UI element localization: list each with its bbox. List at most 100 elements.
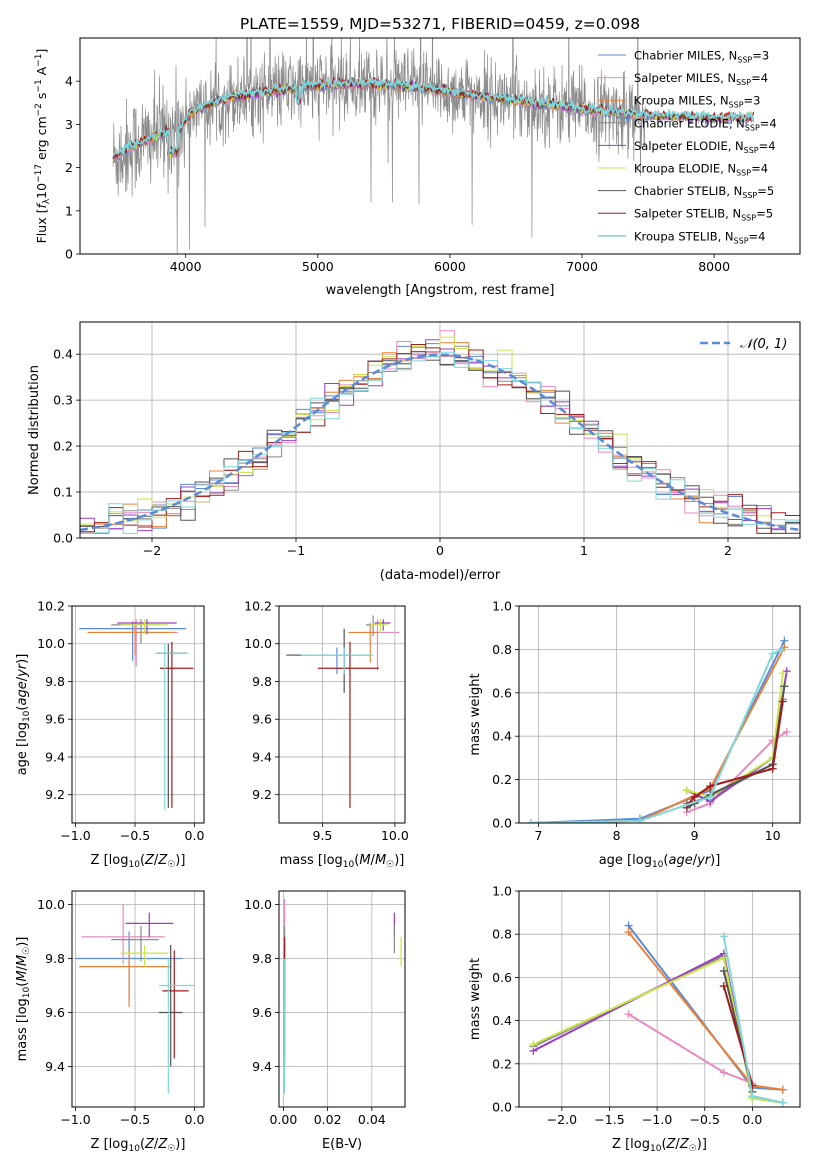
x-tick-label: −1.5 [594,1112,624,1127]
y-tick-label: 0.4 [492,1013,512,1028]
gridlines [279,891,405,1107]
y-axis-label: age [log10(age/yr)] [15,654,32,776]
axes-frame [518,890,801,1108]
errorbar-ChabrierMILES [290,647,366,674]
x-tick-label: 7 [535,828,543,843]
y-tick-label: 0.8 [492,642,512,657]
y-tick-label: 9.6 [252,1005,272,1020]
plot-area [286,615,400,808]
x-tick-label: 4000 [170,259,202,274]
ticks: −1.0 −0.5 0.0 9.2 9.4 9.6 9.8 10.0 10.2 [37,599,204,844]
x-tick-label: 0.02 [314,1112,342,1127]
marker-KroupaELODIE [682,786,691,795]
y-tick-label: 3 [65,117,73,132]
x-tick-label: 9.5 [313,828,333,843]
marker-KroupaSTELIB [768,649,777,658]
marker-SalpeterSTELIB [706,782,715,791]
axes-frame [79,37,801,255]
massweight_vs_Z-axes: −2.0 −1.5 −1.0 −0.5 0.0 0.0 0.2 0.4 0.6 0.8 1.0 Z [… [468,884,801,1154]
marker-KroupaSTELIB [778,645,787,654]
series-line-SalpeterSTELIB [686,701,784,807]
errorbar-ChabrierSTELIB [158,945,183,1067]
marker-KroupaSTELIB [748,1092,757,1101]
marker-KroupaSTELIB [719,932,728,941]
x-tick-label: −1.0 [60,828,90,843]
gridlines [72,605,204,823]
errorbar-SalpeterSTELIB [160,641,194,808]
x-axis-label: wavelength [Angstrom, rest frame] [326,283,555,298]
age_vs_mass-axes: 9.5 10.0 9.2 9.4 9.6 9.8 10.0 10.2 mass [log10(M… [244,599,409,871]
y-tick-label: 0.6 [492,685,512,700]
ticks: 4000 5000 6000 7000 8000 0 1 2 3 4 [65,74,730,274]
series-line-ChabrierMILES [627,924,783,1091]
spectrum-axes: 4000 5000 6000 7000 8000 0 1 2 3 4 wavelength [Ang… [34,37,801,298]
ticks: −2.0 −1.5 −1.0 −0.5 0.0 0.0 0.2 0.4 0.6 0.8 1.0 [492,884,762,1128]
marker-SalpeterSTELIB [768,764,777,773]
spectrum-legend: Chabrier MILES, NSSP=3 Salpeter MILES, NS… [598,49,777,245]
x-tick-label: −0.5 [120,828,150,843]
x-tick-label: −1 [287,543,305,558]
errorbar-SalpeterELODIE [117,619,177,635]
y-tick-label: 0.8 [492,927,512,942]
x-tick-label: 0.0 [742,1112,762,1127]
errorbar-ChabrierELODIE [111,926,159,962]
series-line-ChabrierELODIE [686,699,784,805]
y-tick-label: 0.2 [53,439,73,454]
y-tick-label: 2 [65,160,73,175]
marker-ChabrierSTELIB [780,682,789,691]
legend-label-ChabrierELODIE: Chabrier ELODIE, NSSP=4 [634,116,777,132]
y-tick-label: 0.3 [53,393,73,408]
axes-frame [79,321,801,539]
marker-KroupaELODIE [778,669,787,678]
axes-frame [278,605,406,824]
marker-KroupaMILES [778,1085,787,1094]
x-axis-label: Z [log10(Z/Z☉)] [91,853,186,870]
plot-area [529,921,787,1107]
x-tick-label: −2.0 [547,1112,577,1127]
y-tick-label: 9.6 [252,712,272,727]
errorbar-KroupaELODIE [120,619,169,635]
errorbar-SalpeterSTELIB [318,641,379,808]
x-tick-label: 0.0 [185,1112,205,1127]
plot-area [75,904,195,1094]
y-tick-label: 0 [65,247,73,262]
y-tick-label: 9.8 [45,674,65,689]
y-tick-label: 10.2 [37,599,65,614]
legend-label-KroupaSTELIB: Kroupa STELIB, NSSP=4 [634,229,765,245]
x-tick-label: 10 [765,828,781,843]
y-axis-label: mass weight [468,673,483,755]
marker-SalpeterMILES [782,727,791,736]
errorbar-KroupaMILES [79,950,171,1008]
y-tick-label: 0.6 [492,970,512,985]
legend-label-normal: 𝒩(0, 1) [740,337,787,352]
y-tick-label: 10.2 [244,599,272,614]
y-tick-label: 1.0 [492,884,512,899]
y-tick-label: 10.0 [37,636,65,651]
errorbar-KroupaELODIE [120,945,169,967]
marker-SalpeterSTELIB [719,982,728,991]
y-tick-label: 10.0 [37,897,65,912]
legend-label-SalpeterMILES: Salpeter MILES, NSSP=4 [634,71,768,87]
marker-KroupaSTELIB [706,792,715,801]
marker-KroupaSTELIB [635,816,644,823]
marker-KroupaSTELIB [526,819,535,823]
x-tick-label: 6000 [434,259,466,274]
errorbar-ChabrierSTELIB [286,628,374,693]
y-axis-label: mass weight [468,958,483,1040]
ticks: 7 8 9 10 0.0 0.2 0.4 0.6 0.8 1.0 [492,599,781,844]
y-axis-label: Normed distribution [27,365,42,495]
y-tick-label: 9.8 [45,951,65,966]
x-axis-label: Z [log10(Z/Z☉)] [91,1137,186,1154]
y-tick-label: 0.2 [492,772,512,787]
x-tick-label: 1 [580,543,588,558]
mass_vs_EBV-axes: 0.00 0.02 0.04 9.4 9.6 9.8 10.0 E(B-V) [244,890,406,1152]
marker-SalpeterMILES [719,1068,728,1077]
errorbar-KroupaSTELIB [155,643,189,810]
x-tick-label: 7000 [566,259,598,274]
legend-label-SalpeterELODIE: Salpeter ELODIE, NSSP=4 [634,139,776,155]
marker-SalpeterSTELIB [690,792,699,801]
errorbar-SalpeterELODIE [125,912,174,937]
marker-ChabrierSTELIB [719,966,728,975]
gridlines [519,890,800,1108]
